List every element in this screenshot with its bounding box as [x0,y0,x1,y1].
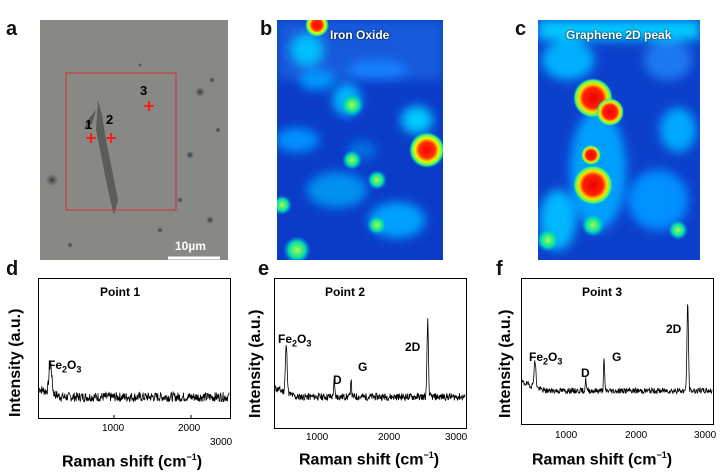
tick-1000-e: 1000 [306,432,329,443]
tick-2000-d: 2000 [178,423,201,434]
point-label-1: 1 [85,117,93,132]
title-point-2: Point 2 [325,285,366,299]
fe2o3-label-2: Fe2O3 [278,332,312,349]
spectrum-line-3 [521,304,713,395]
xlabel-d: Raman shift (cm−1) [62,452,203,471]
tick-3000-d: 3000 [210,437,233,448]
tick-2000-e: 2000 [378,432,401,443]
scalebar-label: 10µm [175,239,206,253]
iron-oxide-title: Iron Oxide [330,28,390,42]
xlabel-f: Raman shift (cm−1) [532,450,673,469]
panel-label-d: d [6,258,19,280]
panel-label-a: a [6,18,18,40]
fe2o3-label-3: Fe2O3 [529,350,563,367]
g-peak-label-2: G [358,360,368,374]
point-label-3: 3 [140,83,148,98]
optical-micrograph [40,20,228,260]
tick-1000-d: 1000 [102,423,125,434]
panel-label-f: f [496,258,503,280]
panel-label-c: c [515,18,527,40]
d-peak-label-2: D [333,373,342,387]
2d-peak-label-3: 2D [666,322,682,336]
spectrum-point-3 [521,278,714,425]
title-point-1: Point 1 [100,285,141,299]
ylabel-d: Intensity (a.u.) [7,308,24,417]
tick-1000-f: 1000 [555,430,578,441]
graphene-title: Graphene 2D peak [566,28,672,42]
panel-label-b: b [260,18,273,40]
g-peak-label-3: G [612,350,622,364]
graphene-2d-map [538,20,700,260]
spectrum-point-2 [274,278,467,429]
fe2o3-label-1: Fe2O3 [48,358,82,375]
iron-oxide-map [277,20,443,260]
panel-label-e: e [258,258,270,280]
2d-peak-label-2: 2D [405,340,421,354]
title-point-3: Point 3 [582,285,623,299]
point-label-2: 2 [106,112,114,127]
d-peak-label-3: D [581,366,590,380]
spectrum-point-1 [38,278,231,419]
tick-3000-e: 3000 [445,432,468,443]
spectrum-line-2 [274,318,466,402]
tick-2000-f: 2000 [625,430,648,441]
ylabel-f: Intensity (a.u.) [497,309,514,418]
xlabel-e: Raman shift (cm−1) [299,450,440,469]
ylabel-e: Intensity (a.u.) [247,309,264,418]
spectrum-line-1 [38,361,230,403]
tick-3000-f: 3000 [694,430,717,441]
